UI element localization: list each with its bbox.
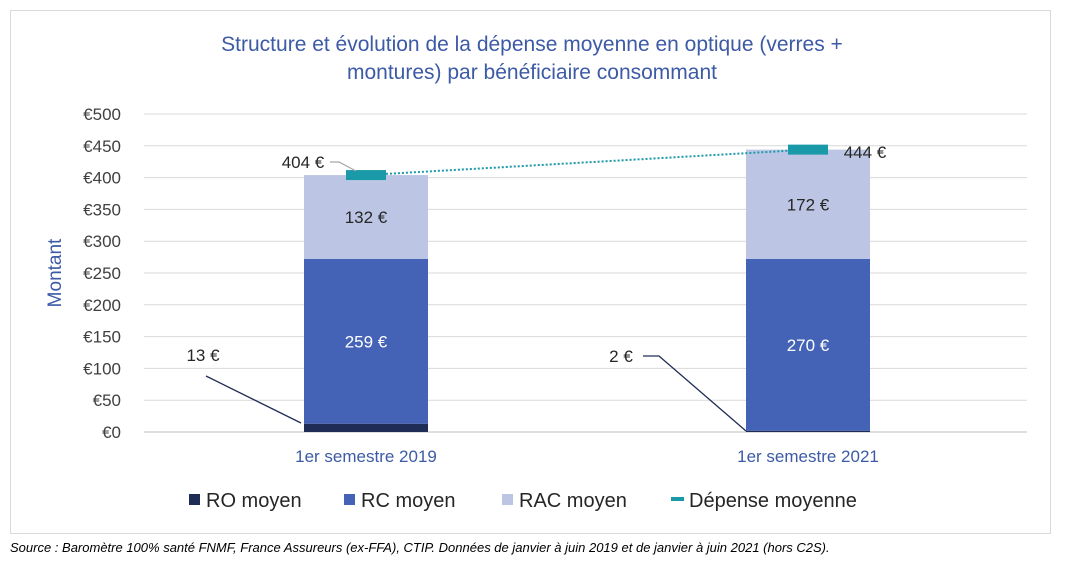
data-label-rac: 172 € (787, 195, 830, 214)
legend-swatch (671, 497, 684, 501)
legend-label: RC moyen (361, 490, 455, 512)
x-category-label: 1er semestre 2021 (737, 447, 879, 466)
bar-rac (746, 149, 870, 260)
chart-frame: Structure et évolution de la dépense moy… (10, 10, 1051, 534)
bar-rc (304, 259, 428, 424)
data-label-rc: 259 € (345, 332, 388, 351)
data-label-ro: 2 € (609, 347, 633, 366)
legend-label: RO moyen (206, 490, 302, 512)
data-label-ro: 13 € (186, 346, 220, 365)
y-axis-label: Montant (45, 238, 66, 307)
chart-title-line: Structure et évolution de la dépense moy… (221, 33, 843, 56)
legend-swatch (344, 494, 355, 505)
y-tick-label: €100 (83, 359, 121, 378)
legend-label: Dépense moyenne (689, 490, 857, 512)
bar-ro (746, 430, 870, 432)
y-tick-label: €250 (83, 264, 121, 283)
bar-ro (304, 423, 428, 432)
chart: Structure et évolution de la dépense moy… (45, 33, 1027, 512)
y-tick-label: €500 (83, 105, 121, 124)
chart-title-line: montures) par bénéficiaire consommant (347, 61, 717, 84)
y-tick-label: €350 (83, 200, 121, 219)
leader-line (205, 375, 302, 424)
data-label-rc: 270 € (787, 336, 830, 355)
y-tick-label: €450 (83, 137, 121, 156)
leader-line (643, 355, 747, 432)
data-label-rac: 132 € (345, 208, 388, 227)
line-marker (346, 170, 386, 181)
data-label-line: 444 € (844, 143, 887, 162)
y-tick-label: €400 (83, 169, 121, 188)
y-tick-label: €150 (83, 328, 121, 347)
x-category-label: 1er semestre 2019 (295, 447, 437, 466)
legend-label: RAC moyen (519, 490, 627, 512)
legend-swatch (502, 494, 513, 505)
line-marker (788, 144, 828, 155)
source-note: Source : Baromètre 100% santé FNMF, Fran… (10, 540, 830, 555)
bar-rac (304, 175, 428, 260)
data-label-line: 404 € (282, 153, 325, 172)
y-tick-label: €0 (102, 423, 121, 442)
leader-line (330, 161, 357, 172)
legend-swatch (189, 494, 200, 505)
y-tick-label: €200 (83, 296, 121, 315)
y-tick-label: €50 (93, 391, 121, 410)
y-tick-label: €300 (83, 232, 121, 251)
bar-rc (746, 259, 870, 431)
line-series (365, 148, 809, 177)
